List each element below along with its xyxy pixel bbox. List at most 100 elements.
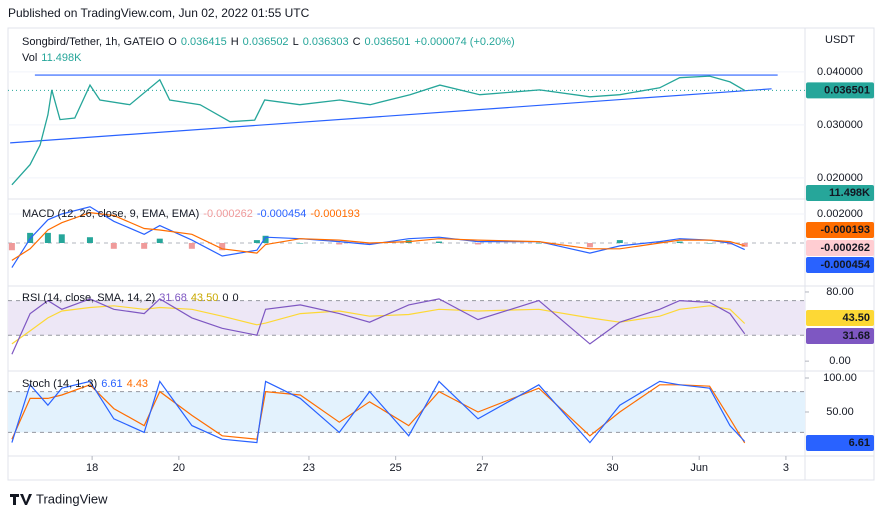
- change-value: +0.000074 (+0.20%): [414, 36, 514, 48]
- trendline: [10, 88, 772, 144]
- histogram-tag: -0.000262: [820, 242, 870, 254]
- last-price-tag: 0.036501: [824, 84, 870, 96]
- band-fill: [8, 391, 805, 433]
- y-tick-label: 50.00: [826, 406, 854, 418]
- ohlc-label: O: [168, 36, 177, 48]
- legend-value: 0: [222, 292, 228, 304]
- macd-histogram-bar: [253, 240, 260, 244]
- signal-tag: -0.000193: [820, 224, 870, 236]
- rsi-tag-bg: [806, 328, 874, 344]
- x-tick-label: 3: [783, 462, 789, 474]
- macd-histogram-bar: [262, 235, 269, 244]
- footer-brand: TradingView: [36, 491, 108, 506]
- sma-line: [11, 305, 746, 345]
- macd-histogram-bar: [8, 243, 15, 251]
- signal-line: [11, 211, 745, 261]
- macd-tick-label: 0.002000: [817, 208, 863, 220]
- sma-tag-bg: [806, 310, 874, 326]
- price-tick-label: 0.040000: [817, 66, 863, 78]
- stoch-tag-bg: [806, 435, 874, 451]
- legend-value: 43.50: [191, 292, 219, 304]
- macd-histogram-bar: [535, 243, 542, 244]
- ohlc-label: H: [231, 36, 239, 48]
- x-tick-label: 30: [606, 462, 618, 474]
- volume-title: Vol: [22, 52, 37, 64]
- legend-value: -0.000454: [257, 208, 307, 220]
- x-tick-label: 25: [390, 462, 402, 474]
- x-tick-label: Jun: [690, 462, 708, 474]
- sma-tag: 43.50: [842, 312, 870, 324]
- macd-histogram-bar: [141, 243, 148, 249]
- price-axis-unit: USDT: [825, 34, 855, 46]
- legend-value: 6.61: [101, 378, 122, 390]
- last-price-tag-bg: [806, 82, 874, 99]
- d-line: [11, 384, 746, 444]
- pane-legend: Songbird/Tether, 1h, GATEIO O 0.036415 H 0.0…: [22, 36, 515, 48]
- rsi-line: [11, 298, 746, 355]
- x-tick-label: 18: [86, 462, 98, 474]
- macd-histogram-bar: [188, 243, 195, 249]
- price-tick-label: 0.030000: [817, 119, 863, 131]
- legend-value: 0: [232, 292, 238, 304]
- k-line: [11, 380, 746, 444]
- y-tick-label: 80.00: [826, 286, 854, 298]
- ohlc-label: C: [353, 36, 361, 48]
- legend-value: 4.43: [127, 378, 148, 390]
- macd-histogram-bar: [436, 241, 443, 244]
- rsi-tag: 31.68: [842, 330, 870, 342]
- macd-histogram-bar: [219, 243, 226, 251]
- price-line: [11, 75, 746, 186]
- stoch-tag: 6.61: [849, 437, 870, 449]
- ohlc-value: 0.036501: [365, 36, 411, 48]
- macd-histogram-bar: [44, 232, 51, 244]
- indicator-title: RSI (14, close, SMA, 14, 2): [22, 292, 155, 304]
- macd-histogram-bar: [676, 241, 683, 244]
- x-tick-label: 23: [303, 462, 315, 474]
- macd-histogram-bar: [475, 243, 482, 245]
- macd-histogram-bar: [706, 243, 713, 244]
- macd-histogram-bar: [58, 234, 65, 244]
- ohlc-value: 0.036502: [243, 36, 289, 48]
- pane-legend: Stoch (14, 1, 3) 6.61 4.43: [22, 378, 148, 390]
- macd-histogram-bar: [110, 243, 117, 249]
- macd-tag: -0.000454: [820, 259, 870, 271]
- ohlc-label: L: [293, 36, 299, 48]
- macd-histogram-bar: [156, 238, 163, 244]
- symbol-title: Songbird/Tether, 1h, GATEIO: [22, 36, 165, 48]
- x-tick-label: 20: [173, 462, 185, 474]
- macd-histogram-bar: [297, 243, 304, 244]
- volume-tag: 11.498K: [829, 187, 870, 199]
- y-tick-label: 100.00: [823, 372, 857, 384]
- macd-histogram-bar: [586, 243, 593, 248]
- indicator-title: MACD (12, 26, close, 9, EMA, EMA): [22, 208, 199, 220]
- macd-histogram-bar: [616, 240, 623, 244]
- macd-tag-bg: [806, 257, 874, 273]
- ohlc-value: 0.036415: [181, 36, 227, 48]
- published-note: Published on TradingView.com, Jun 02, 20…: [8, 6, 310, 20]
- macd-histogram-bar: [656, 241, 663, 244]
- legend-value: 31.68: [159, 292, 187, 304]
- volume-tag-bg: [806, 185, 874, 201]
- indicator-title: Stoch (14, 1, 3): [22, 378, 97, 390]
- macd-histogram-bar: [741, 243, 748, 247]
- macd-histogram-bar: [336, 243, 343, 245]
- macd-histogram-bar: [726, 243, 733, 245]
- price-tick-label: 0.020000: [817, 172, 863, 184]
- legend-value: -0.000193: [310, 208, 360, 220]
- ohlc-value: 0.036303: [303, 36, 349, 48]
- pane-legend: RSI (14, close, SMA, 14, 2) 31.68 43.50 0 0: [22, 292, 239, 304]
- x-tick-label: 27: [476, 462, 488, 474]
- footer-logo: [10, 494, 32, 505]
- pane-legend: Vol 11.498K: [22, 52, 82, 64]
- histogram-tag-bg: [806, 240, 874, 256]
- macd-histogram-bar: [366, 243, 373, 245]
- macd-histogram-bar: [86, 237, 93, 244]
- y-tick-label: 0.00: [829, 355, 850, 367]
- signal-tag-bg: [806, 222, 874, 238]
- pane-legend: MACD (12, 26, close, 9, EMA, EMA) -0.0002…: [22, 208, 360, 220]
- legend-value: -0.000262: [203, 208, 253, 220]
- macd-line: [11, 206, 745, 268]
- volume-value: 11.498K: [41, 52, 82, 64]
